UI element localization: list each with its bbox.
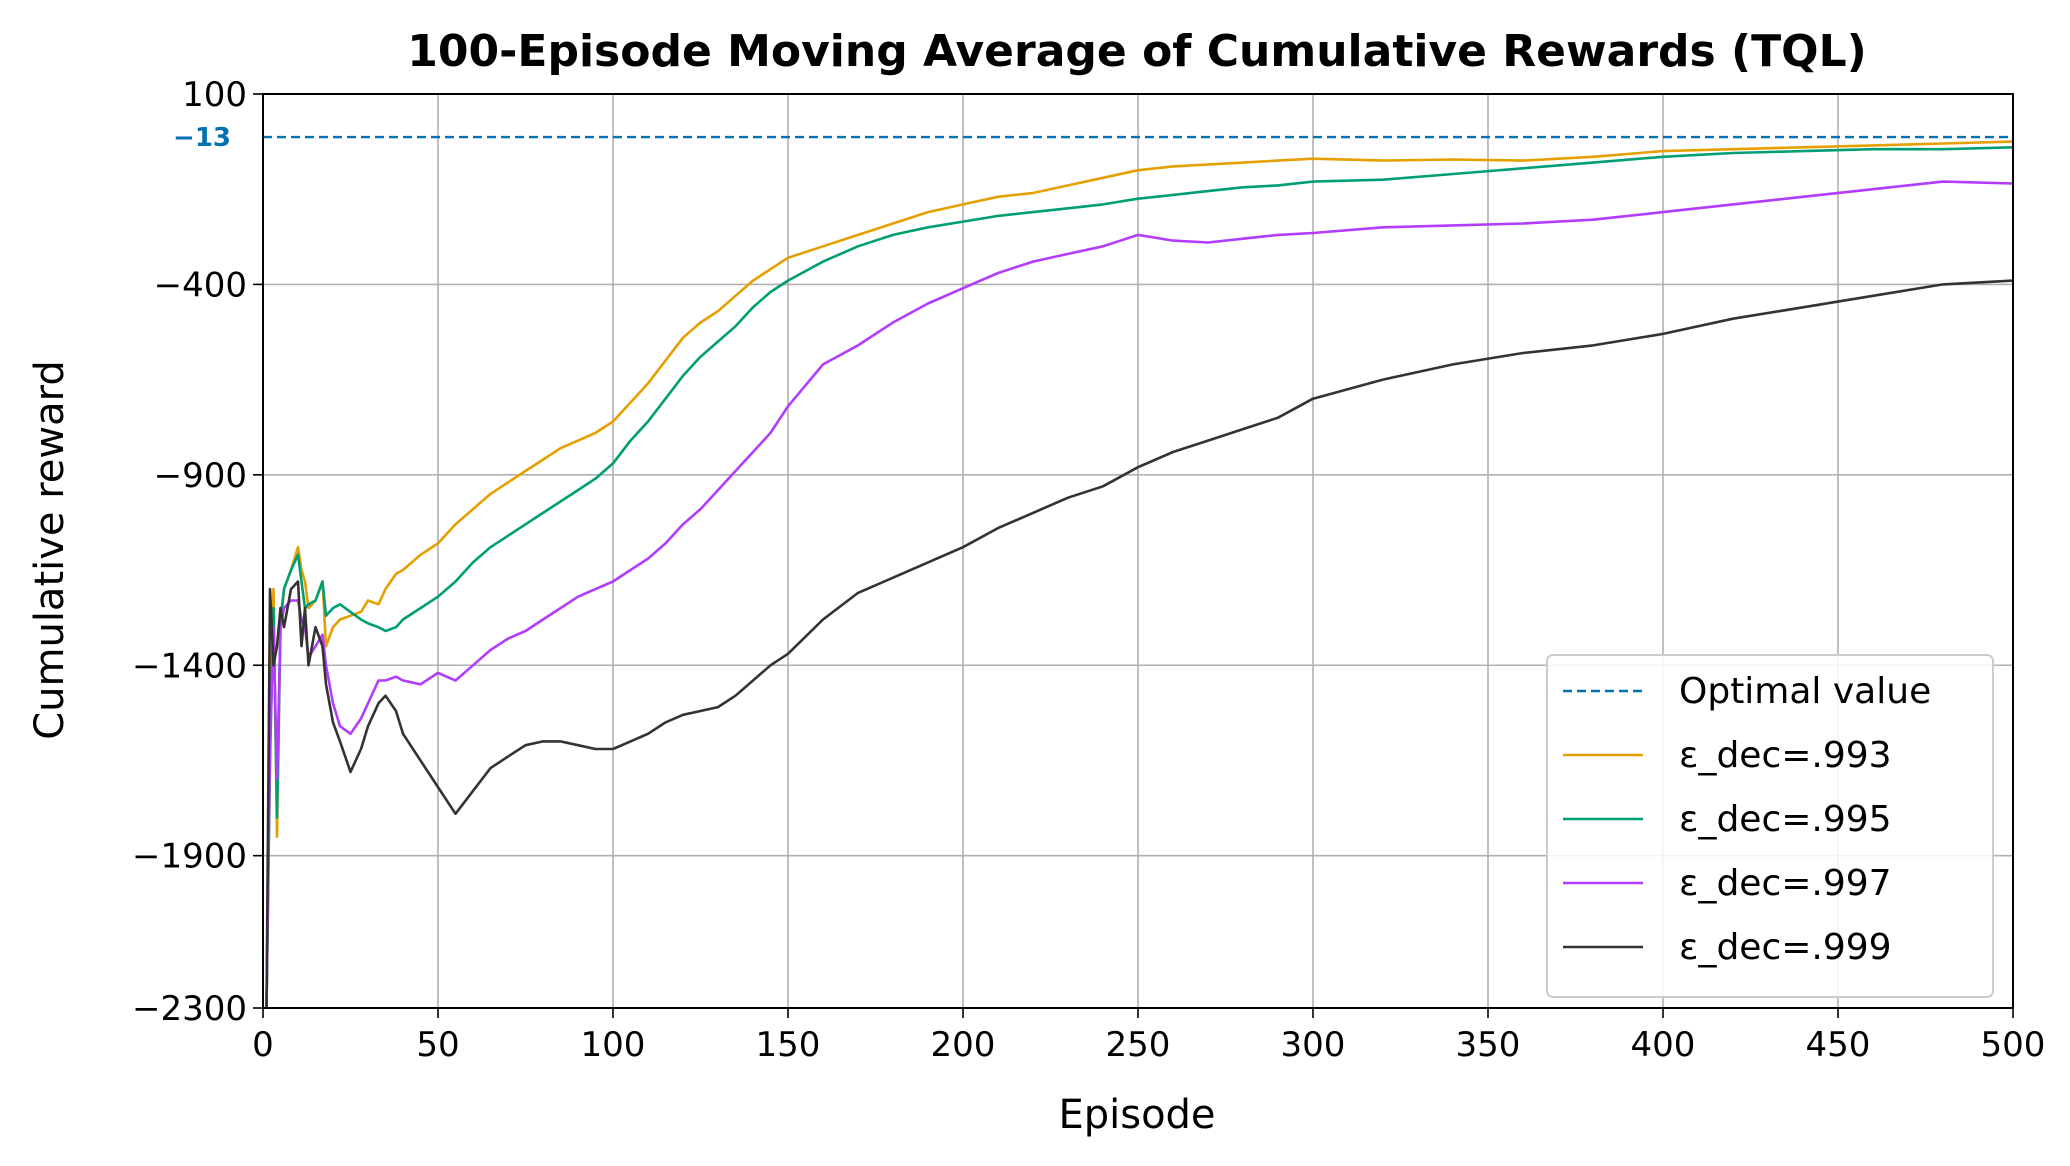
chart-title: 100-Episode Moving Average of Cumulative… [407, 26, 1866, 77]
series-line-3 [265, 180, 2014, 1009]
x-tick-label: 350 [1456, 1025, 1521, 1065]
x-tick-label: 200 [931, 1025, 996, 1065]
x-tick-label: 50 [416, 1025, 459, 1065]
y-axis-label: Cumulative reward [27, 360, 73, 740]
x-tick-label: 100 [581, 1025, 646, 1065]
y-tick-label: −1900 [132, 837, 247, 877]
x-tick-label: 400 [1631, 1025, 1696, 1065]
series-lines [265, 140, 2014, 1009]
x-axis-ticks: 0 50 100 150 200 250 300 350 400 450 500 [252, 1008, 2045, 1065]
y-tick-label: −900 [154, 456, 247, 496]
legend-label: ε_dec=.993 [1679, 735, 1892, 776]
y-tick-label: −400 [154, 265, 247, 305]
x-axis-label: Episode [1058, 1092, 1215, 1138]
y-tick-label: −1400 [132, 646, 247, 686]
x-tick-label: 300 [1281, 1025, 1346, 1065]
series-line-2 [265, 146, 2014, 1009]
legend: Optimal value ε_dec=.993 ε_dec=.995 ε_dec=.… [1546, 654, 1994, 998]
y-tick-label: −2300 [132, 989, 247, 1029]
legend-box [1546, 654, 1994, 998]
optimal-value-tick-label: −13 [173, 123, 231, 153]
legend-label: ε_dec=.999 [1679, 927, 1892, 968]
legend-label: ε_dec=.997 [1679, 863, 1892, 904]
x-tick-label: 150 [756, 1025, 821, 1065]
x-tick-label: 0 [252, 1025, 274, 1065]
x-tick-label: 450 [1806, 1025, 1871, 1065]
y-tick-label: 100 [182, 75, 247, 115]
x-tick-label: 500 [1981, 1025, 2046, 1065]
x-tick-label: 250 [1106, 1025, 1171, 1065]
series-line-4 [265, 279, 2014, 1009]
optimal-value-reference: −13 [173, 123, 2013, 153]
y-axis-ticks: 100 −400 −900 −1400 −1900 −2300 [132, 75, 263, 1029]
legend-label: Optimal value [1679, 671, 1931, 712]
legend-label: ε_dec=.995 [1679, 799, 1892, 840]
